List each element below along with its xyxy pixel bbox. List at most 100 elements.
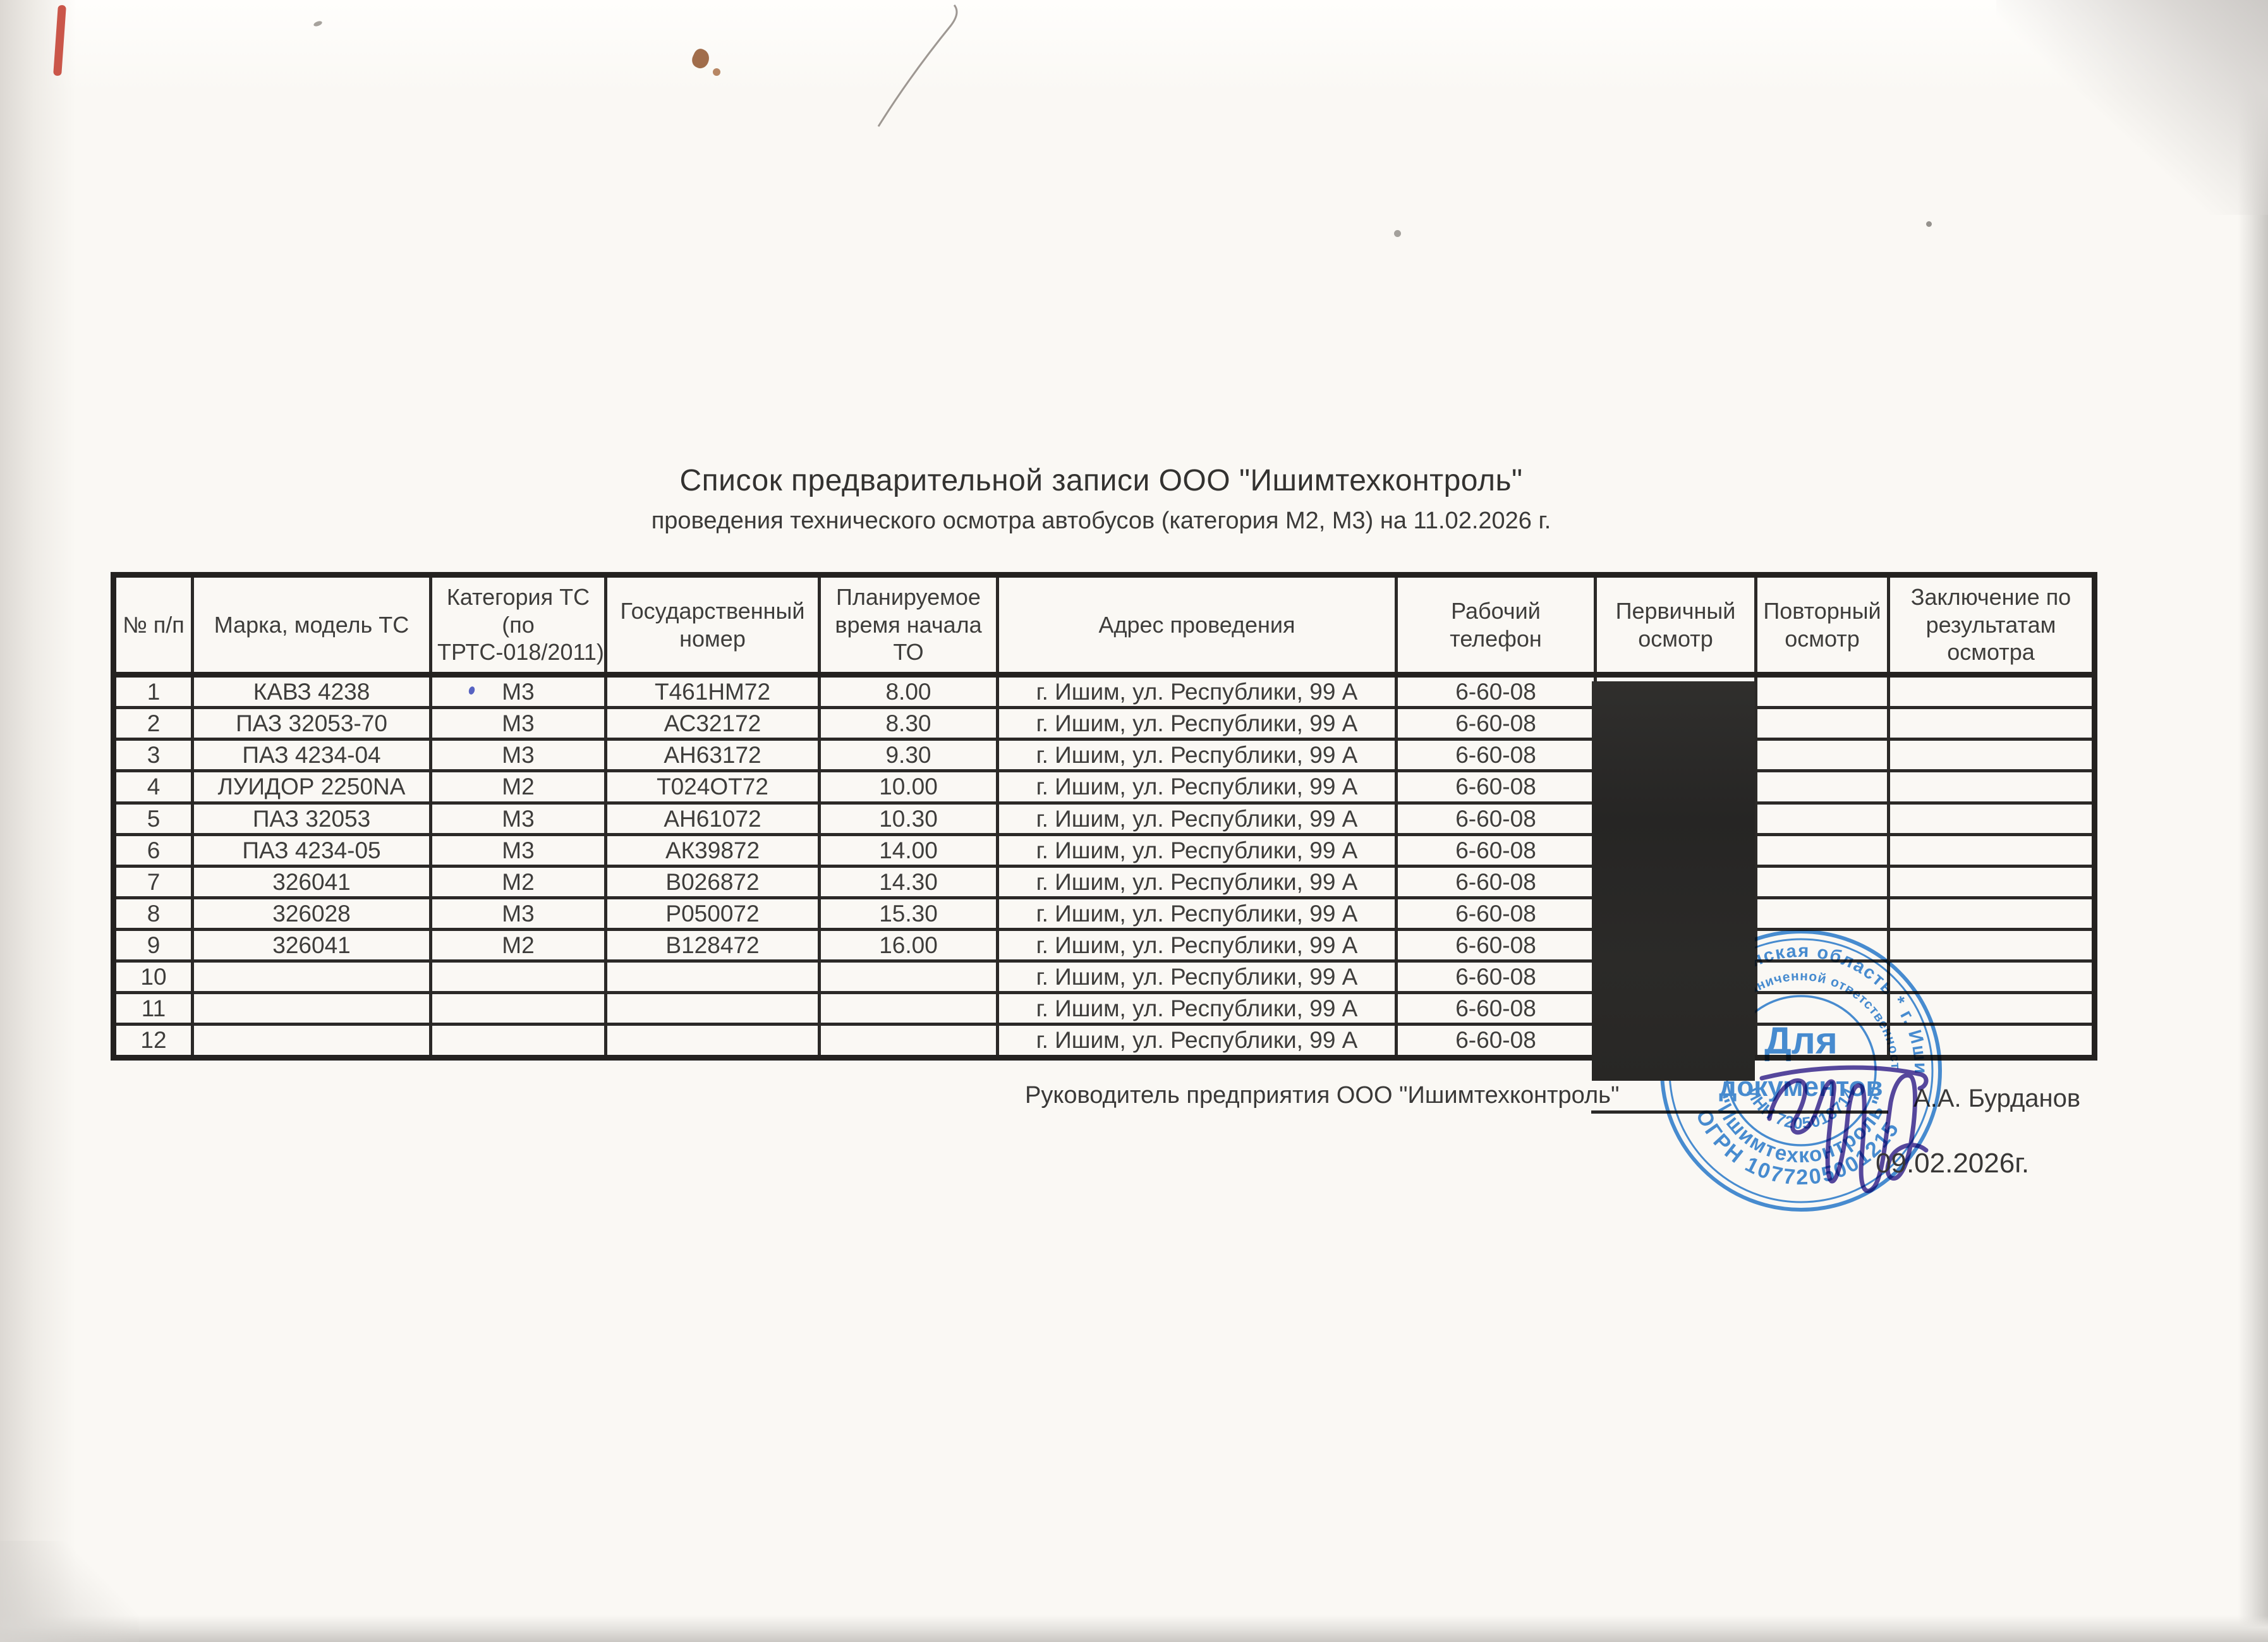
cell-repeat-inspection	[1754, 1023, 1890, 1059]
cell-time: 15.30	[818, 896, 999, 932]
stamp-center-line1: Для	[1764, 1019, 1838, 1062]
table-row: 4 ЛУИДОР 2250NA М2 Т024ОТ72 10.00 г. Иши…	[112, 769, 2096, 805]
cell-category: М2	[429, 927, 607, 963]
cell-conclusion	[1887, 1023, 2096, 1059]
red-ink-mark	[53, 4, 66, 76]
cell-time	[818, 1023, 999, 1059]
scan-edge-top	[0, 0, 2268, 95]
cell-address: г. Ишим, ул. Республики, 99 А	[996, 738, 1398, 773]
cell-model: ЛУИДОР 2250NA	[191, 769, 432, 805]
cell-conclusion	[1887, 738, 2096, 773]
cell-num: 11	[112, 991, 194, 1026]
cell-model: ПАЗ 4234-04	[191, 738, 432, 773]
cell-repeat-inspection	[1754, 832, 1890, 868]
cell-model	[191, 959, 432, 995]
cell-plate: АН61072	[604, 801, 821, 836]
cell-time: 16.00	[818, 927, 999, 963]
cell-phone: 6-60-08	[1395, 706, 1597, 741]
cell-category: М3	[429, 738, 607, 773]
cell-phone: 6-60-08	[1395, 991, 1597, 1026]
header-num: № п/п	[112, 573, 194, 678]
cell-category: М2	[429, 864, 607, 899]
cell-repeat-inspection	[1754, 769, 1890, 805]
cell-time: 14.00	[818, 832, 999, 868]
cell-num: 8	[112, 896, 194, 932]
cell-num: 6	[112, 832, 194, 868]
cell-category	[429, 1023, 607, 1059]
cell-plate: Р050072	[604, 896, 821, 932]
cell-num: 10	[112, 959, 194, 995]
cell-num: 3	[112, 738, 194, 773]
cell-address: г. Ишим, ул. Республики, 99 А	[996, 991, 1398, 1026]
cell-category: М2	[429, 769, 607, 805]
scan-corner-shadow-bl	[0, 1541, 139, 1642]
cell-plate: АК39872	[604, 832, 821, 868]
cell-time: 9.30	[818, 738, 999, 773]
cell-phone: 6-60-08	[1395, 864, 1597, 899]
scan-edge-left	[0, 0, 76, 1642]
cell-model	[191, 1023, 432, 1059]
table-row: 6 ПАЗ 4234-05 М3 АК39872 14.00 г. Ишим, …	[112, 832, 2096, 868]
ink-speck	[713, 68, 720, 76]
cell-repeat-inspection	[1754, 672, 1890, 710]
cell-time	[818, 991, 999, 1026]
table-row: 7 326041 М2 В026872 14.30 г. Ишим, ул. Р…	[112, 864, 2096, 899]
cell-conclusion	[1887, 769, 2096, 805]
header-primary-inspection: Первичный осмотр	[1594, 573, 1757, 678]
cell-address: г. Ишим, ул. Республики, 99 А	[996, 801, 1398, 836]
cell-conclusion	[1887, 864, 2096, 899]
cell-time: 10.30	[818, 801, 999, 836]
cell-address: г. Ишим, ул. Республики, 99 А	[996, 896, 1398, 932]
cell-num: 12	[112, 1023, 194, 1059]
cell-num: 4	[112, 769, 194, 805]
cell-plate: Т024ОТ72	[604, 769, 821, 805]
cell-time: 14.30	[818, 864, 999, 899]
cell-model	[191, 991, 432, 1026]
cell-num: 2	[112, 706, 194, 741]
cell-category: М3	[429, 832, 607, 868]
cell-conclusion	[1887, 927, 2096, 963]
cell-address: г. Ишим, ул. Республики, 99 А	[996, 959, 1398, 995]
cell-plate	[604, 991, 821, 1026]
cell-time	[818, 959, 999, 995]
scan-edge-right	[2238, 0, 2268, 1642]
cell-address: г. Ишим, ул. Республики, 99 А	[996, 672, 1398, 710]
cell-num: 7	[112, 864, 194, 899]
header-conclusion: Заключение по результатам осмотра	[1887, 573, 2096, 678]
footer-signatory-name: А.А. Бурданов	[1913, 1085, 2081, 1112]
header-address: Адрес проведения	[996, 573, 1398, 678]
ink-speck	[689, 46, 713, 71]
table-row: 11 г. Ишим, ул. Республики, 99 А 6-60-08	[112, 991, 2096, 1026]
table-header-row: № п/п Марка, модель ТС Категория ТС (по …	[112, 573, 2096, 678]
cell-category: М3	[429, 706, 607, 741]
cell-num: 5	[112, 801, 194, 836]
table-row: 10 г. Ишим, ул. Республики, 99 А 6-60-08	[112, 959, 2096, 995]
cell-plate: В026872	[604, 864, 821, 899]
cell-address: г. Ишим, ул. Республики, 99 А	[996, 927, 1398, 963]
cell-model: ПАЗ 4234-05	[191, 832, 432, 868]
scan-corner-shadow	[1996, 0, 2268, 215]
cell-model: КАВЗ 4238	[191, 672, 432, 710]
cell-category: М3	[429, 801, 607, 836]
scan-edge-bottom	[0, 1615, 2268, 1642]
cell-model: ПАЗ 32053	[191, 801, 432, 836]
document-subtitle: проведения технического осмотра автобусо…	[651, 508, 1551, 534]
cell-category: М3	[429, 896, 607, 932]
dust-speck	[313, 20, 323, 28]
cell-phone: 6-60-08	[1395, 801, 1597, 836]
cell-conclusion	[1887, 672, 2096, 710]
cell-repeat-inspection	[1754, 959, 1890, 995]
footer-date: 09.02.2026г.	[1876, 1148, 2030, 1179]
cell-conclusion	[1887, 959, 2096, 995]
cell-phone: 6-60-08	[1395, 769, 1597, 805]
cell-plate	[604, 959, 821, 995]
cell-repeat-inspection	[1754, 706, 1890, 741]
table-row: 8 326028 М3 Р050072 15.30 г. Ишим, ул. Р…	[112, 896, 2096, 932]
footer-signatory-label: Руководитель предприятия ООО "Ишимтехкон…	[1025, 1082, 1620, 1109]
cell-address: г. Ишим, ул. Республики, 99 А	[996, 832, 1398, 868]
cell-plate: АН63172	[604, 738, 821, 773]
header-plate: Государственный номер	[604, 573, 821, 678]
table-row: 2 ПАЗ 32053-70 М3 АС32172 8.30 г. Ишим, …	[112, 706, 2096, 741]
document-title: Список предварительной записи ООО "Ишимт…	[679, 464, 1523, 497]
cell-phone: 6-60-08	[1395, 959, 1597, 995]
